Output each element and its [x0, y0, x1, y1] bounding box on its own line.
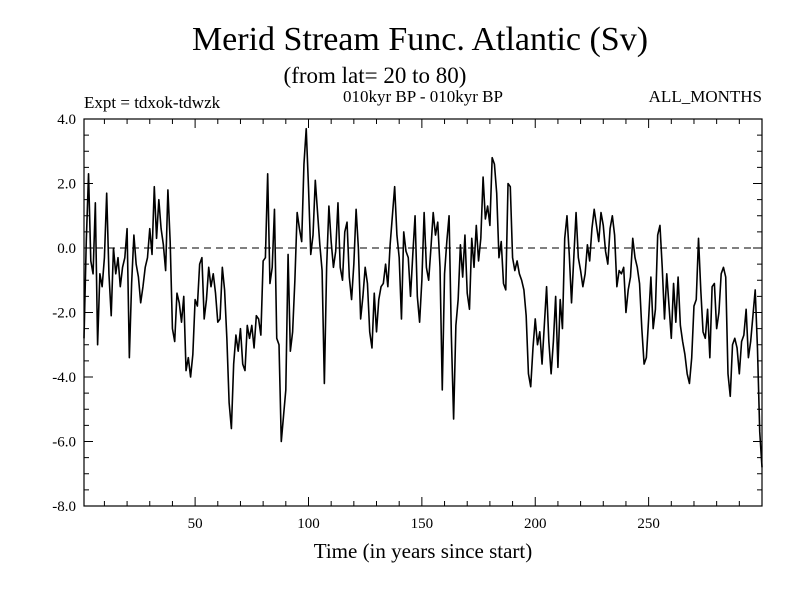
x-tick-label: 200 [524, 516, 547, 532]
y-tick-label: -2.0 [52, 306, 76, 322]
x-tick-label: 250 [637, 516, 660, 532]
plot-area: -8.0 -6.0 -4.0 -2.0 0.0 2.0 4.0 50 100 150 200 250 [52, 112, 763, 532]
x-tick-label: 50 [188, 516, 203, 532]
x-tick-label: 100 [297, 516, 320, 532]
months-label: ALL_MONTHS [649, 87, 762, 106]
chart-title: Merid Stream Func. Atlantic (Sv) [192, 21, 648, 58]
x-axis-label: Time (in years since start) [314, 539, 533, 563]
y-tick-label: 0.0 [57, 241, 76, 257]
y-tick-label: -4.0 [52, 370, 76, 386]
y-tick-label: 2.0 [57, 177, 76, 193]
y-tick-label: -8.0 [52, 499, 76, 515]
x-tick-label: 150 [411, 516, 434, 532]
experiment-label: Expt = tdxok-tdwzk [84, 93, 221, 112]
chart-subtitle: (from lat= 20 to 80) [284, 63, 467, 88]
period-label: 010kyr BP - 010kyr BP [343, 87, 503, 106]
y-tick-label: -6.0 [52, 435, 76, 451]
series-line-0 [83, 127, 763, 468]
plot-frame [83, 118, 763, 507]
y-tick-label: 4.0 [57, 112, 76, 128]
